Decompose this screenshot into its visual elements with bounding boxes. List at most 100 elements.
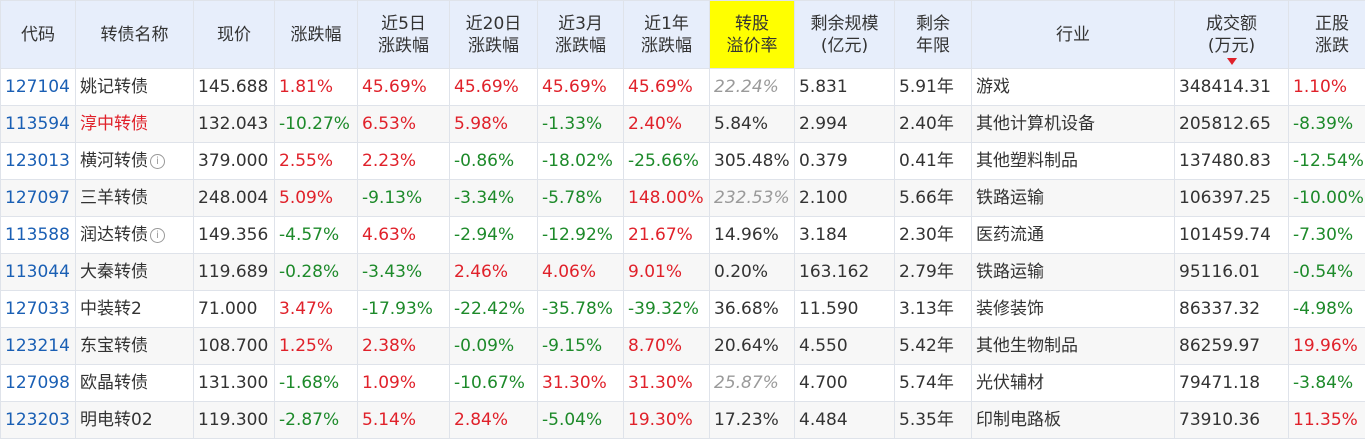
col-header-remaining-scale[interactable]: 剩余规模 (亿元) [795, 1, 895, 69]
table-row[interactable]: 127104 姚记转债 145.688 1.81% 45.69% 45.69% 45.69%… [1, 69, 1365, 106]
change-3m-cell: 31.30% [538, 365, 624, 402]
change-1y-cell: 9.01% [624, 254, 710, 291]
name-cell[interactable]: 大秦转债 [76, 254, 194, 291]
table-row[interactable]: 123013 横河转债 i 379.000 2.55% 2.23% -0.86% -18.02… [1, 143, 1365, 180]
premium-cell-text: 0.20% [714, 262, 768, 282]
code-cell[interactable]: 123214 [1, 328, 76, 365]
name-cell-text[interactable]: 三羊转债 [80, 188, 148, 208]
info-icon[interactable]: i [150, 154, 165, 169]
table-row[interactable]: 123214 东宝转债 108.700 1.25% 2.38% -0.09% -9.15% 8… [1, 328, 1365, 365]
name-cell[interactable]: 三羊转债 [76, 180, 194, 217]
term-cell-text: 5.66年 [899, 188, 954, 208]
col-header-remaining-term[interactable]: 剩余 年限 [895, 1, 972, 69]
name-cell-text[interactable]: 中装转2 [80, 299, 142, 319]
name-cell[interactable]: 淳中转债 [76, 106, 194, 143]
stock-change-cell: 19.96% [1289, 328, 1365, 365]
price-cell: 108.700 [194, 328, 275, 365]
change-cell-text: -1.68% [279, 373, 339, 393]
code-cell[interactable]: 113594 [1, 106, 76, 143]
change-1y-cell-text: -25.66% [628, 151, 699, 171]
col-header-amount[interactable]: 成交额 (万元) [1175, 1, 1289, 69]
change-cell: -0.28% [275, 254, 358, 291]
amount-cell: 95116.01 [1175, 254, 1289, 291]
code-cell[interactable]: 123013 [1, 143, 76, 180]
industry-cell-text: 光伏辅材 [976, 373, 1044, 393]
table-row[interactable]: 127033 中装转2 71.000 3.47% -17.93% -22.42% -35.7… [1, 291, 1365, 328]
col-header-3m-change[interactable]: 近3月 涨跌幅 [538, 1, 624, 69]
stock-change-cell-text: -4.98% [1293, 299, 1353, 319]
table-row[interactable]: 127097 三羊转债 248.004 5.09% -9.13% -3.34% -5.78%… [1, 180, 1365, 217]
stock-change-cell: -3.84% [1289, 365, 1365, 402]
change-5d-cell-text: -9.13% [362, 188, 422, 208]
code-cell-text[interactable]: 113044 [5, 262, 70, 282]
code-cell[interactable]: 123203 [1, 402, 76, 439]
name-cell-text[interactable]: 东宝转债 [80, 336, 148, 356]
code-cell-text[interactable]: 123013 [5, 151, 70, 171]
col-header-1y-change[interactable]: 近1年 涨跌幅 [624, 1, 710, 69]
col-header-change[interactable]: 涨跌幅 [275, 1, 358, 69]
col-header-industry[interactable]: 行业 [972, 1, 1175, 69]
col-header-20d-change[interactable]: 近20日 涨跌幅 [450, 1, 538, 69]
change-3m-cell: -1.33% [538, 106, 624, 143]
change-5d-cell: 2.23% [358, 143, 450, 180]
col-header-stock-change[interactable]: 正股 涨跌 [1289, 1, 1365, 69]
code-cell-text[interactable]: 127098 [5, 373, 70, 393]
table-row[interactable]: 113044 大秦转债 119.689 -0.28% -3.43% 2.46% 4.06% 9… [1, 254, 1365, 291]
name-cell[interactable]: 欧晶转债 [76, 365, 194, 402]
change-20d-cell: 2.84% [450, 402, 538, 439]
table-row[interactable]: 113594 淳中转债 132.043 -10.27% 6.53% 5.98% -1.33%… [1, 106, 1365, 143]
name-cell[interactable]: 中装转2 [76, 291, 194, 328]
change-5d-cell: 2.38% [358, 328, 450, 365]
code-cell-text[interactable]: 123214 [5, 336, 70, 356]
name-cell[interactable]: 东宝转债 [76, 328, 194, 365]
col-header-name[interactable]: 转债名称 [76, 1, 194, 69]
name-cell-text[interactable]: 姚记转债 [80, 77, 148, 97]
code-cell[interactable]: 113588 [1, 217, 76, 254]
col-header-5d-change[interactable]: 近5日 涨跌幅 [358, 1, 450, 69]
code-cell-text[interactable]: 127097 [5, 188, 70, 208]
change-cell-text: -4.57% [279, 225, 339, 245]
table-row[interactable]: 113588 润达转债 i 149.356 -4.57% 4.63% -2.94% -12.9… [1, 217, 1365, 254]
name-cell[interactable]: 横河转债 i [76, 143, 194, 180]
code-cell-text[interactable]: 113588 [5, 225, 70, 245]
info-icon[interactable]: i [150, 228, 165, 243]
table-row[interactable]: 123203 明电转02 119.300 -2.87% 5.14% 2.84% -5.04%… [1, 402, 1365, 439]
name-cell-text[interactable]: 明电转02 [80, 410, 153, 430]
name-cell-text[interactable]: 淳中转债 [80, 114, 148, 134]
name-cell[interactable]: 润达转债 i [76, 217, 194, 254]
name-cell[interactable]: 姚记转债 [76, 69, 194, 106]
change-3m-cell-text: -1.33% [542, 114, 602, 134]
col-header-price[interactable]: 现价 [194, 1, 275, 69]
col-header-conversion-premium[interactable]: 转股 溢价率 [710, 1, 795, 69]
change-5d-cell-text: 4.63% [362, 225, 416, 245]
term-cell: 5.35年 [895, 402, 972, 439]
industry-cell: 印制电路板 [972, 402, 1175, 439]
table-row[interactable]: 127098 欧晶转债 131.300 -1.68% 1.09% -10.67% 31.30… [1, 365, 1365, 402]
code-cell[interactable]: 127097 [1, 180, 76, 217]
code-cell[interactable]: 113044 [1, 254, 76, 291]
term-cell: 2.79年 [895, 254, 972, 291]
name-cell-text[interactable]: 横河转债 [80, 151, 148, 171]
name-cell-text[interactable]: 润达转债 [80, 225, 148, 245]
industry-cell-text: 游戏 [976, 77, 1010, 97]
price-cell: 119.300 [194, 402, 275, 439]
premium-cell-text: 25.87% [714, 373, 779, 393]
name-cell-text[interactable]: 大秦转债 [80, 262, 148, 282]
code-cell-text[interactable]: 123203 [5, 410, 70, 430]
code-cell[interactable]: 127033 [1, 291, 76, 328]
name-cell-text[interactable]: 欧晶转债 [80, 373, 148, 393]
col-header-code[interactable]: 代码 [1, 1, 76, 69]
change-3m-cell-text: -5.78% [542, 188, 602, 208]
stock-change-cell: -0.54% [1289, 254, 1365, 291]
code-cell-text[interactable]: 127104 [5, 77, 70, 97]
code-cell[interactable]: 127104 [1, 69, 76, 106]
code-cell-text[interactable]: 113594 [5, 114, 70, 134]
code-cell-text[interactable]: 127033 [5, 299, 70, 319]
code-cell[interactable]: 127098 [1, 365, 76, 402]
name-cell[interactable]: 明电转02 [76, 402, 194, 439]
industry-cell-text: 其他生物制品 [976, 336, 1078, 356]
industry-cell: 其他塑料制品 [972, 143, 1175, 180]
sort-down-arrow-icon[interactable] [1227, 58, 1237, 65]
scale-cell: 0.379 [795, 143, 895, 180]
industry-cell: 游戏 [972, 69, 1175, 106]
